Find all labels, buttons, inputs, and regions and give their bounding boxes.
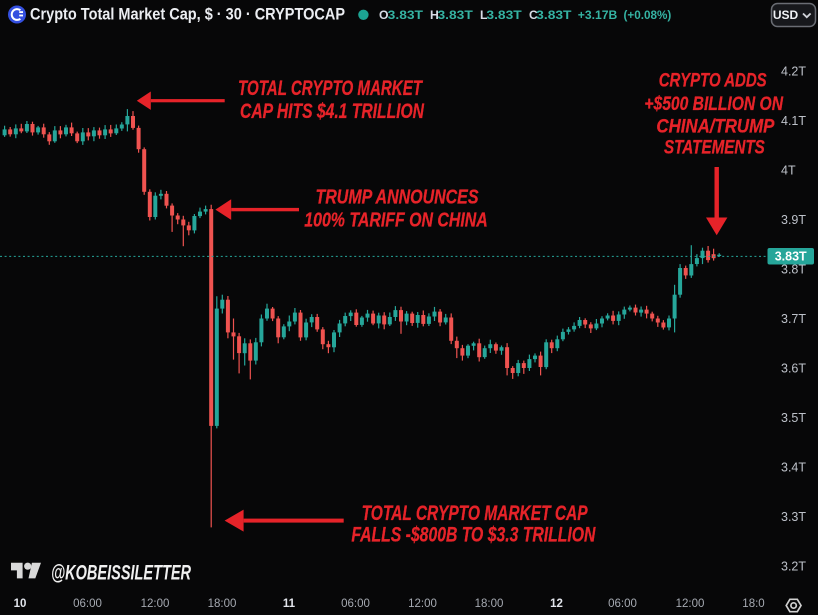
svg-text:4.1T: 4.1T — [781, 114, 806, 128]
svg-text:+$500 BILLION ON: +$500 BILLION ON — [644, 94, 784, 115]
svg-text:Crypto Total Market Cap, $ · 3: Crypto Total Market Cap, $ · 30 · CRYPTO… — [30, 5, 345, 24]
svg-text:O: O — [379, 8, 388, 22]
svg-text:18:00: 18:00 — [208, 598, 237, 610]
svg-text:CAP HITS $4.1 TRILLION: CAP HITS $4.1 TRILLION — [240, 99, 424, 123]
svg-text:+3.17B: +3.17B — [578, 8, 618, 22]
svg-text:12: 12 — [550, 598, 563, 610]
svg-text:@KOBEISSILETTER: @KOBEISSILETTER — [51, 562, 192, 585]
svg-text:11: 11 — [283, 598, 296, 610]
svg-text:3.83T: 3.83T — [438, 8, 474, 22]
svg-text:CHINA/TRUMP: CHINA/TRUMP — [656, 116, 774, 137]
svg-text:100% TARIFF ON CHINA: 100% TARIFF ON CHINA — [304, 209, 488, 232]
svg-text:TRUMP ANNOUNCES: TRUMP ANNOUNCES — [316, 186, 479, 209]
svg-text:12:00: 12:00 — [408, 598, 437, 610]
svg-text:12:00: 12:00 — [676, 598, 705, 610]
svg-text:06:00: 06:00 — [341, 598, 370, 610]
svg-text:3.83T: 3.83T — [388, 8, 424, 22]
svg-text:3.83T: 3.83T — [486, 8, 522, 22]
svg-text:USD: USD — [773, 8, 799, 22]
svg-text:4.2T: 4.2T — [781, 64, 806, 78]
svg-text:3.7T: 3.7T — [781, 312, 806, 326]
svg-text:STATEMENTS: STATEMENTS — [664, 137, 765, 158]
svg-text:4T: 4T — [781, 163, 796, 177]
svg-text:TOTAL CRYPTO MARKET CAP: TOTAL CRYPTO MARKET CAP — [362, 501, 588, 525]
svg-text:3.4T: 3.4T — [781, 460, 806, 474]
svg-text:18:00: 18:00 — [475, 598, 504, 610]
svg-text:12:00: 12:00 — [141, 598, 170, 610]
svg-text:3.6T: 3.6T — [781, 361, 806, 375]
svg-text:CRYPTO ADDS: CRYPTO ADDS — [659, 71, 767, 92]
svg-text:3.3T: 3.3T — [781, 510, 806, 524]
svg-text:3.2T: 3.2T — [781, 559, 806, 573]
svg-text:FALLS -$800B TO $3.3 TRILLION: FALLS -$800B TO $3.3 TRILLION — [351, 522, 595, 546]
svg-text:3.83T: 3.83T — [536, 8, 572, 22]
svg-text:3.5T: 3.5T — [781, 411, 806, 425]
svg-text:(+0.08%): (+0.08%) — [624, 8, 672, 22]
svg-text:10: 10 — [14, 598, 27, 610]
svg-text:L: L — [480, 8, 488, 22]
svg-text:3.83T: 3.83T — [775, 250, 807, 264]
svg-text:C: C — [529, 8, 538, 22]
svg-text:H: H — [430, 8, 439, 22]
svg-text:3.9T: 3.9T — [781, 213, 806, 227]
svg-text:06:00: 06:00 — [608, 598, 637, 610]
svg-text:18:0: 18:0 — [742, 598, 764, 610]
svg-text:TOTAL CRYPTO MARKET: TOTAL CRYPTO MARKET — [238, 76, 423, 100]
svg-text:3.8T: 3.8T — [781, 262, 806, 276]
svg-text:06:00: 06:00 — [73, 598, 102, 610]
